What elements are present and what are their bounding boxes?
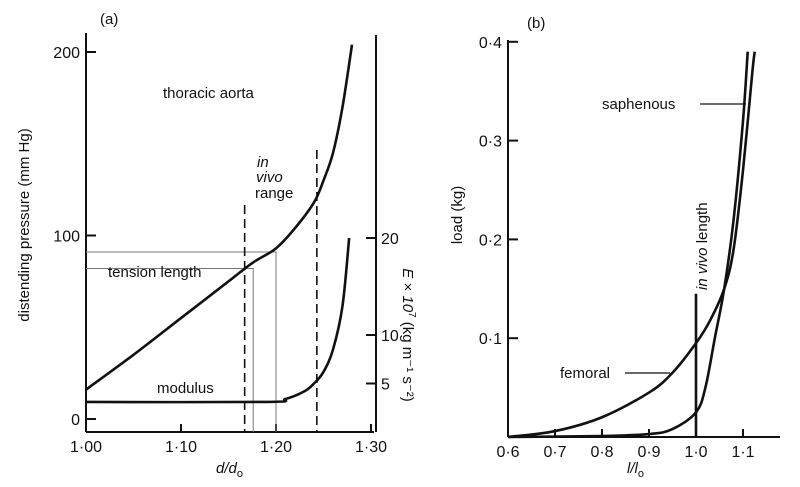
b-x-tick-label: 0·7	[543, 444, 566, 461]
curve-femoral	[507, 51, 757, 439]
panel-a-label: (a)	[100, 11, 118, 28]
modulus-label: modulus	[157, 380, 214, 397]
a-x-label-main: d/d	[216, 460, 238, 477]
a-right-label-units: (kg m⁻¹ s⁻²)	[399, 318, 416, 402]
b-y-tick-label: 0·2	[479, 232, 502, 249]
tension-length-guide	[86, 268, 254, 432]
a-y-tick-label: 100	[53, 229, 80, 246]
a-right-tick-label: 10	[381, 328, 399, 345]
b-x-tick-label: 0·6	[496, 444, 519, 461]
b-x-label-sub: o	[638, 468, 644, 480]
vivo-label: vivo	[256, 169, 283, 186]
curve-thoracic-aorta	[85, 44, 354, 391]
a-y-tick-label: 0	[71, 412, 80, 429]
a-x-tick-label: 1·00	[70, 439, 102, 456]
b-x-tick-label: 1·1	[731, 444, 754, 461]
curve-modulus	[85, 237, 351, 404]
in-label: in	[257, 154, 269, 171]
length-text: length	[694, 202, 711, 247]
a-right-axis-label: E × 107 (kg m⁻¹ s⁻²)	[399, 268, 417, 402]
b-x-tick-label: 1·0	[684, 444, 707, 461]
a-right-tick-label: 20	[381, 231, 399, 248]
saphenous-label: saphenous	[602, 96, 675, 113]
range-label: range	[255, 185, 293, 202]
in-vivo-length-label: in vivo length	[694, 202, 711, 290]
b-y-tick-label: 0·1	[479, 331, 502, 348]
thoracic-aorta-label: thoracic aorta	[163, 85, 255, 102]
a-x-tick-label: 1·20	[260, 439, 292, 456]
b-x-axis-label: l/lo	[627, 460, 644, 480]
tension-length-label: tension length	[108, 264, 201, 281]
a-right-tick-label: 5	[381, 377, 390, 394]
b-x-label-main: l/l	[627, 460, 639, 477]
b-x-tick-label: 0·8	[590, 444, 613, 461]
curve-saphenous	[507, 51, 749, 439]
b-y-axis-label: load (kg)	[449, 186, 466, 244]
a-y-tick-label: 200	[53, 45, 80, 62]
a-right-label-main: E × 10	[399, 268, 416, 312]
a-x-axis-label: d/do	[216, 460, 243, 480]
panel-b-label: (b)	[527, 15, 545, 32]
a-y-axis-label: distending pressure (mm Hg)	[16, 128, 33, 321]
femoral-label: femoral	[560, 365, 610, 382]
a-x-label-sub: o	[237, 468, 243, 480]
b-y-tick-label: 0·3	[479, 134, 502, 151]
panel-b: (b) 0·6 0·7 0·8 0·9 1·0 1·1 0·1 0·2 0·3 0·4 load …	[449, 15, 780, 480]
a-x-tick-label: 1·10	[165, 439, 197, 456]
b-y-tick-label: 0·4	[479, 35, 502, 52]
a-x-tick-label: 1·30	[355, 439, 387, 456]
tension-length-guide	[86, 251, 277, 432]
a-right-label-exp: 7	[406, 312, 417, 318]
panel-a: (a) 1·00 1·10 1·20 1·30 0 100 200 5 10 20 distend…	[16, 11, 417, 480]
b-x-tick-label: 0·9	[637, 444, 660, 461]
in-vivo-italic: in vivo	[694, 247, 711, 290]
